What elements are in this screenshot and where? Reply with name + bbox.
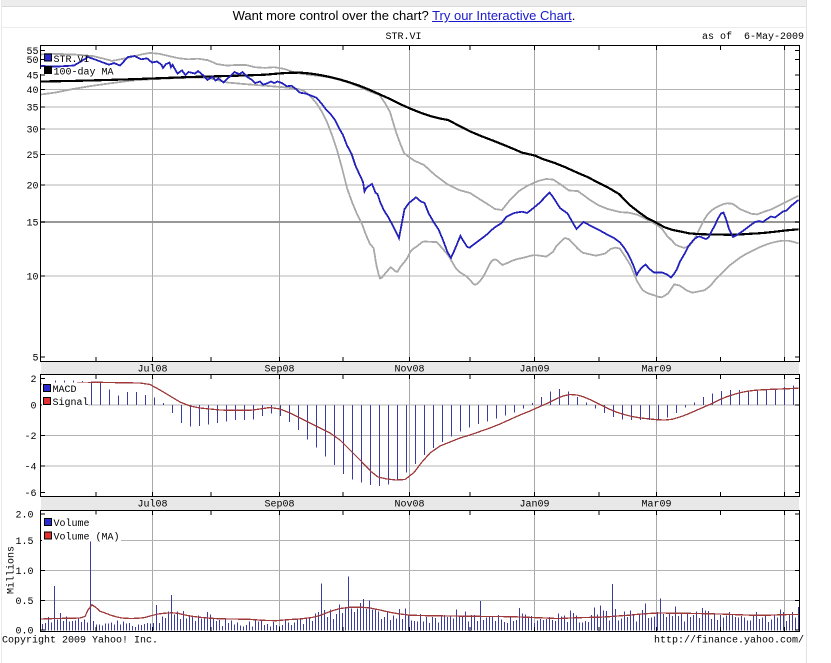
svg-text:STR.VI: STR.VI: [385, 32, 421, 43]
svg-text:100-day MA: 100-day MA: [54, 67, 114, 79]
svg-text:20: 20: [26, 182, 38, 193]
svg-text:5: 5: [32, 354, 38, 365]
svg-text:-2: -2: [24, 432, 36, 443]
svg-text:Signal: Signal: [53, 397, 89, 409]
svg-text:45: 45: [26, 72, 38, 83]
svg-text:Jan09: Jan09: [519, 365, 549, 376]
svg-text:Jul08: Jul08: [137, 499, 167, 511]
svg-text:2.0: 2.0: [15, 511, 33, 522]
svg-text:0.0: 0.0: [15, 626, 33, 637]
svg-text:Jan09: Jan09: [519, 500, 549, 511]
svg-text:0.5: 0.5: [15, 597, 33, 608]
svg-text:Nov08: Nov08: [394, 365, 424, 376]
svg-text:15: 15: [26, 219, 38, 230]
svg-text:10: 10: [26, 273, 38, 284]
svg-text:25: 25: [26, 151, 38, 162]
svg-text:-6: -6: [24, 489, 36, 500]
svg-text:2: 2: [30, 375, 36, 386]
svg-text:Nov08: Nov08: [394, 500, 424, 511]
svg-text:Mar09: Mar09: [641, 500, 671, 511]
svg-text:Volume (MA): Volume (MA): [54, 532, 120, 544]
svg-text:Jul08: Jul08: [137, 364, 167, 376]
svg-text:STR.VI: STR.VI: [54, 55, 90, 66]
svg-text:Mar09: Mar09: [641, 365, 671, 376]
svg-text:Sep08: Sep08: [264, 365, 294, 376]
svg-text:as of 6-May-2009: as of 6-May-2009: [702, 31, 804, 43]
svg-text:40: 40: [26, 86, 38, 97]
svg-text:35: 35: [26, 104, 38, 115]
svg-text:55: 55: [26, 47, 38, 58]
svg-text:MACD: MACD: [53, 385, 77, 396]
svg-text:Millions: Millions: [6, 546, 18, 594]
svg-text:Volume: Volume: [54, 518, 90, 530]
svg-text:-4: -4: [24, 463, 36, 474]
svg-text:50: 50: [26, 56, 38, 67]
svg-text:http://finance.yahoo.com/: http://finance.yahoo.com/: [654, 635, 804, 647]
svg-text:30: 30: [26, 126, 38, 137]
svg-text:Sep08: Sep08: [264, 500, 294, 511]
svg-text:Copyright 2009 Yahoo! Inc.: Copyright 2009 Yahoo! Inc.: [2, 635, 158, 647]
svg-text:0: 0: [30, 402, 36, 413]
svg-text:1.5: 1.5: [15, 537, 33, 548]
svg-text:1.0: 1.0: [15, 567, 33, 578]
